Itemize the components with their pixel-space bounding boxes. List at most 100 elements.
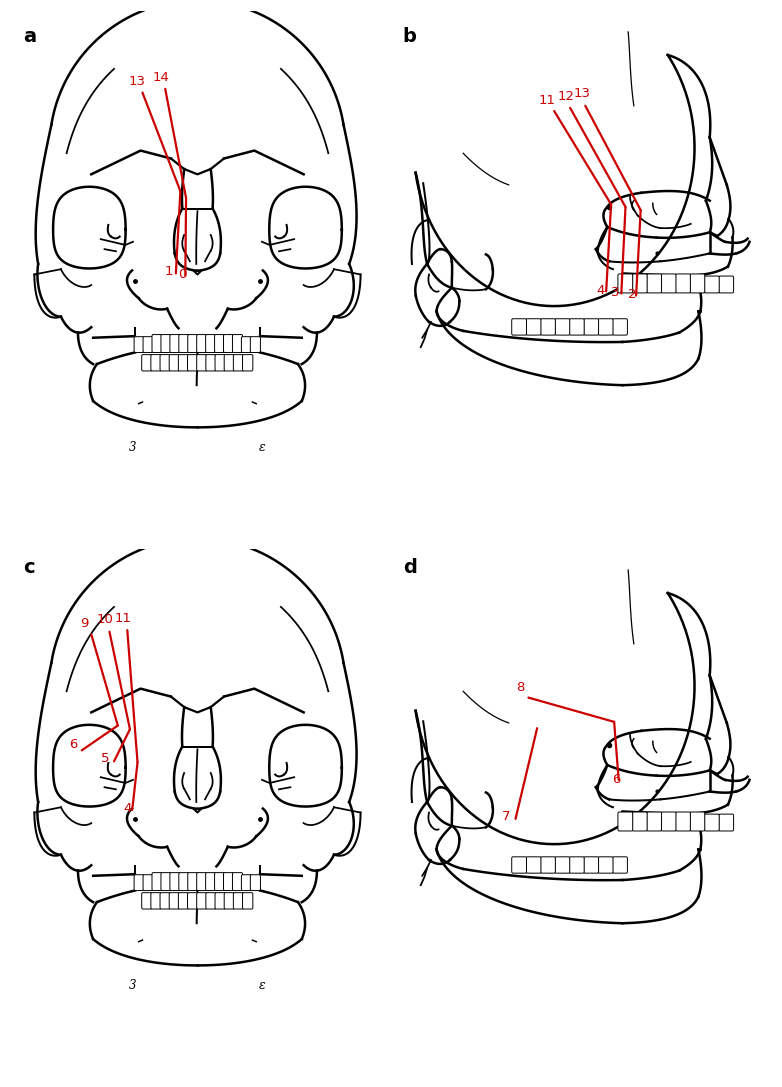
FancyBboxPatch shape bbox=[178, 354, 188, 371]
FancyBboxPatch shape bbox=[250, 337, 260, 352]
FancyBboxPatch shape bbox=[206, 873, 216, 890]
FancyBboxPatch shape bbox=[224, 892, 235, 909]
FancyBboxPatch shape bbox=[540, 857, 555, 873]
FancyBboxPatch shape bbox=[555, 318, 570, 335]
FancyBboxPatch shape bbox=[188, 892, 198, 909]
Text: ε: ε bbox=[259, 441, 265, 454]
FancyBboxPatch shape bbox=[719, 814, 734, 830]
FancyBboxPatch shape bbox=[215, 354, 225, 371]
FancyBboxPatch shape bbox=[511, 857, 526, 873]
Text: 3: 3 bbox=[129, 441, 137, 454]
FancyBboxPatch shape bbox=[151, 892, 161, 909]
Text: 6: 6 bbox=[69, 738, 77, 751]
FancyBboxPatch shape bbox=[233, 892, 244, 909]
Text: 7: 7 bbox=[502, 810, 511, 823]
FancyBboxPatch shape bbox=[661, 274, 676, 292]
FancyBboxPatch shape bbox=[633, 274, 647, 292]
Text: 14: 14 bbox=[153, 71, 170, 84]
Text: 11: 11 bbox=[539, 93, 556, 107]
Text: 5: 5 bbox=[102, 752, 110, 765]
FancyBboxPatch shape bbox=[569, 318, 584, 335]
FancyBboxPatch shape bbox=[206, 892, 216, 909]
FancyBboxPatch shape bbox=[526, 318, 541, 335]
FancyBboxPatch shape bbox=[618, 812, 633, 830]
Text: 12: 12 bbox=[557, 89, 574, 102]
Text: 6: 6 bbox=[612, 773, 621, 786]
FancyBboxPatch shape bbox=[232, 335, 242, 352]
FancyBboxPatch shape bbox=[676, 812, 691, 830]
FancyBboxPatch shape bbox=[152, 873, 162, 890]
FancyBboxPatch shape bbox=[242, 354, 253, 371]
FancyBboxPatch shape bbox=[647, 274, 662, 292]
Text: 2: 2 bbox=[628, 288, 637, 301]
Text: 11: 11 bbox=[115, 612, 132, 625]
FancyBboxPatch shape bbox=[633, 812, 647, 830]
Text: 13: 13 bbox=[128, 75, 145, 88]
FancyBboxPatch shape bbox=[647, 812, 662, 830]
Text: d: d bbox=[403, 558, 417, 576]
FancyBboxPatch shape bbox=[143, 337, 153, 352]
FancyBboxPatch shape bbox=[161, 873, 171, 890]
FancyBboxPatch shape bbox=[152, 335, 162, 352]
FancyBboxPatch shape bbox=[612, 857, 627, 873]
FancyBboxPatch shape bbox=[188, 873, 198, 890]
FancyBboxPatch shape bbox=[555, 857, 570, 873]
FancyBboxPatch shape bbox=[160, 354, 170, 371]
FancyBboxPatch shape bbox=[197, 892, 207, 909]
FancyBboxPatch shape bbox=[170, 873, 180, 890]
Text: 8: 8 bbox=[516, 682, 524, 695]
FancyBboxPatch shape bbox=[142, 354, 152, 371]
FancyBboxPatch shape bbox=[188, 354, 198, 371]
FancyBboxPatch shape bbox=[143, 875, 153, 890]
FancyBboxPatch shape bbox=[142, 892, 152, 909]
Text: c: c bbox=[23, 558, 35, 576]
FancyBboxPatch shape bbox=[197, 335, 206, 352]
FancyBboxPatch shape bbox=[584, 857, 598, 873]
FancyBboxPatch shape bbox=[224, 335, 234, 352]
FancyBboxPatch shape bbox=[214, 335, 224, 352]
Text: 1: 1 bbox=[165, 264, 174, 277]
Text: 13: 13 bbox=[573, 87, 590, 100]
FancyBboxPatch shape bbox=[178, 892, 188, 909]
FancyBboxPatch shape bbox=[569, 857, 584, 873]
FancyBboxPatch shape bbox=[242, 892, 253, 909]
Text: ε: ε bbox=[259, 979, 265, 992]
FancyBboxPatch shape bbox=[170, 335, 180, 352]
FancyBboxPatch shape bbox=[206, 335, 216, 352]
FancyBboxPatch shape bbox=[224, 354, 235, 371]
FancyBboxPatch shape bbox=[705, 276, 719, 292]
FancyBboxPatch shape bbox=[612, 318, 627, 335]
FancyBboxPatch shape bbox=[598, 318, 613, 335]
FancyBboxPatch shape bbox=[242, 875, 252, 890]
FancyBboxPatch shape bbox=[206, 354, 216, 371]
FancyBboxPatch shape bbox=[584, 318, 598, 335]
FancyBboxPatch shape bbox=[169, 892, 180, 909]
Text: b: b bbox=[403, 27, 417, 46]
FancyBboxPatch shape bbox=[188, 335, 198, 352]
FancyBboxPatch shape bbox=[179, 873, 189, 890]
Text: 0: 0 bbox=[178, 268, 187, 282]
FancyBboxPatch shape bbox=[151, 354, 161, 371]
FancyBboxPatch shape bbox=[705, 814, 719, 830]
FancyBboxPatch shape bbox=[598, 857, 613, 873]
Text: 4: 4 bbox=[597, 284, 605, 297]
Text: 9: 9 bbox=[81, 616, 88, 629]
FancyBboxPatch shape bbox=[169, 354, 180, 371]
FancyBboxPatch shape bbox=[232, 873, 242, 890]
Text: 10: 10 bbox=[96, 613, 113, 626]
FancyBboxPatch shape bbox=[618, 274, 633, 292]
FancyBboxPatch shape bbox=[511, 318, 526, 335]
Text: 4: 4 bbox=[123, 801, 131, 814]
FancyBboxPatch shape bbox=[135, 875, 144, 890]
FancyBboxPatch shape bbox=[215, 892, 225, 909]
FancyBboxPatch shape bbox=[197, 873, 206, 890]
FancyBboxPatch shape bbox=[526, 857, 541, 873]
FancyBboxPatch shape bbox=[214, 873, 224, 890]
FancyBboxPatch shape bbox=[160, 892, 170, 909]
FancyBboxPatch shape bbox=[661, 812, 676, 830]
FancyBboxPatch shape bbox=[690, 274, 705, 292]
Text: a: a bbox=[23, 27, 37, 46]
Text: 3: 3 bbox=[612, 286, 620, 299]
FancyBboxPatch shape bbox=[161, 335, 171, 352]
FancyBboxPatch shape bbox=[179, 335, 189, 352]
